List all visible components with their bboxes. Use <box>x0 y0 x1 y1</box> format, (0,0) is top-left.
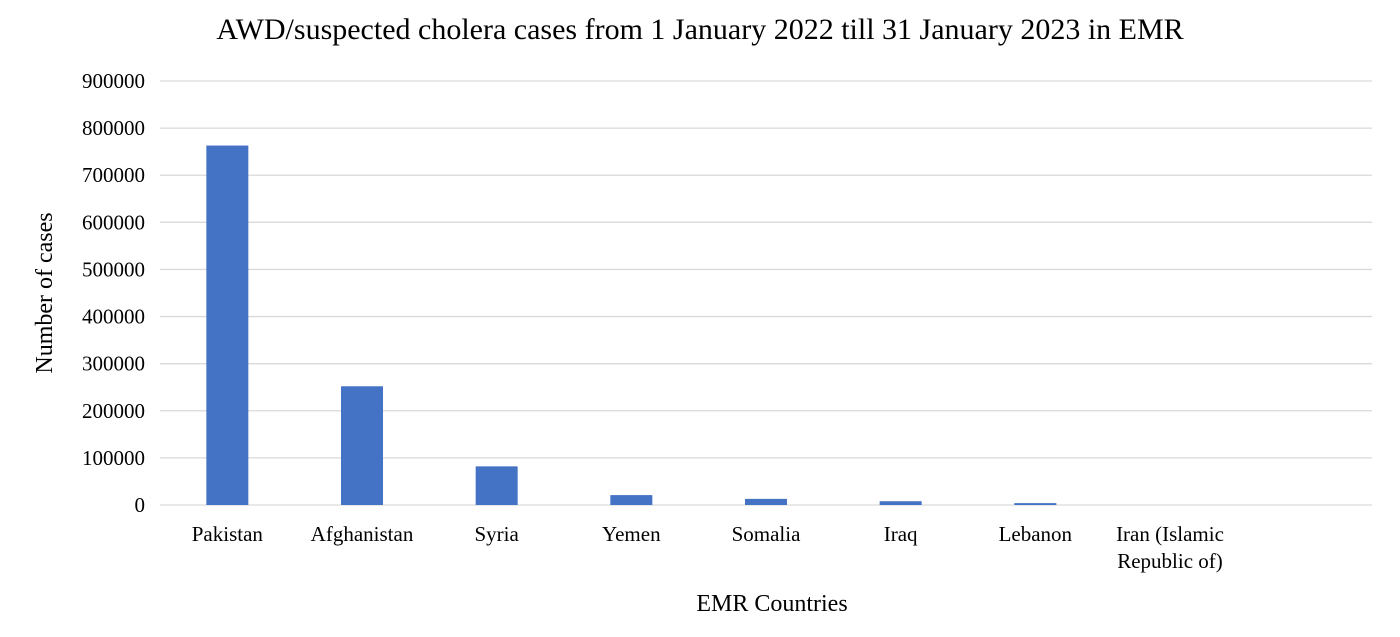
x-tick-label-line: Lebanon <box>999 522 1073 546</box>
bar-iraq <box>879 501 922 505</box>
y-tick-label: 100000 <box>82 446 145 470</box>
x-tick-label-line: Afghanistan <box>311 522 414 546</box>
x-tick-label: Somalia <box>732 522 802 546</box>
y-tick-label: 300000 <box>82 352 145 376</box>
bar-somalia <box>745 498 787 505</box>
y-tick-label: 800000 <box>82 116 145 140</box>
x-tick-label-line: Iran (Islamic <box>1116 522 1224 546</box>
bar-pakistan <box>206 145 249 505</box>
chart-title: AWD/suspected cholera cases from 1 Janua… <box>216 13 1183 46</box>
y-tick-label: 700000 <box>82 163 145 187</box>
bar-lebanon <box>1014 503 1057 505</box>
y-tick-label: 400000 <box>82 305 145 329</box>
x-tick-label-line: Somalia <box>732 522 802 546</box>
x-tick-label: Iraq <box>884 522 918 546</box>
x-tick-label: Lebanon <box>999 522 1073 546</box>
x-tick-label-line: Syria <box>475 522 520 546</box>
x-tick-label: Yemen <box>602 522 661 546</box>
x-tick-labels: Pakistan Afghanistan Syria Yemen Somalia Iraq… <box>192 522 1224 573</box>
y-tick-label: 900000 <box>82 69 145 93</box>
y-tick-label: 500000 <box>82 257 145 281</box>
x-axis-label: EMR Countries <box>696 591 847 617</box>
x-tick-label: Syria <box>475 522 520 546</box>
x-tick-label-line: Republic of) <box>1117 549 1223 573</box>
bars <box>206 145 1057 505</box>
y-tick-label: 600000 <box>82 210 145 234</box>
y-tick-labels: 0 100000 200000 300000 400000 500000 600000 700… <box>82 69 145 517</box>
y-tick-label: 200000 <box>82 399 145 423</box>
bar-yemen <box>610 495 653 505</box>
x-tick-label: Pakistan <box>192 522 264 546</box>
x-tick-label-line: Pakistan <box>192 522 264 546</box>
x-tick-label-line: Yemen <box>602 522 661 546</box>
bar-afghanistan <box>341 386 383 505</box>
y-tick-label: 0 <box>135 493 146 517</box>
y-axis-label: Number of cases <box>32 212 58 373</box>
x-tick-label: Iran (Islamic Republic of) <box>1116 522 1224 573</box>
x-tick-label-line: Iraq <box>884 522 918 546</box>
x-tick-label: Afghanistan <box>311 522 414 546</box>
bar-syria <box>475 466 518 505</box>
